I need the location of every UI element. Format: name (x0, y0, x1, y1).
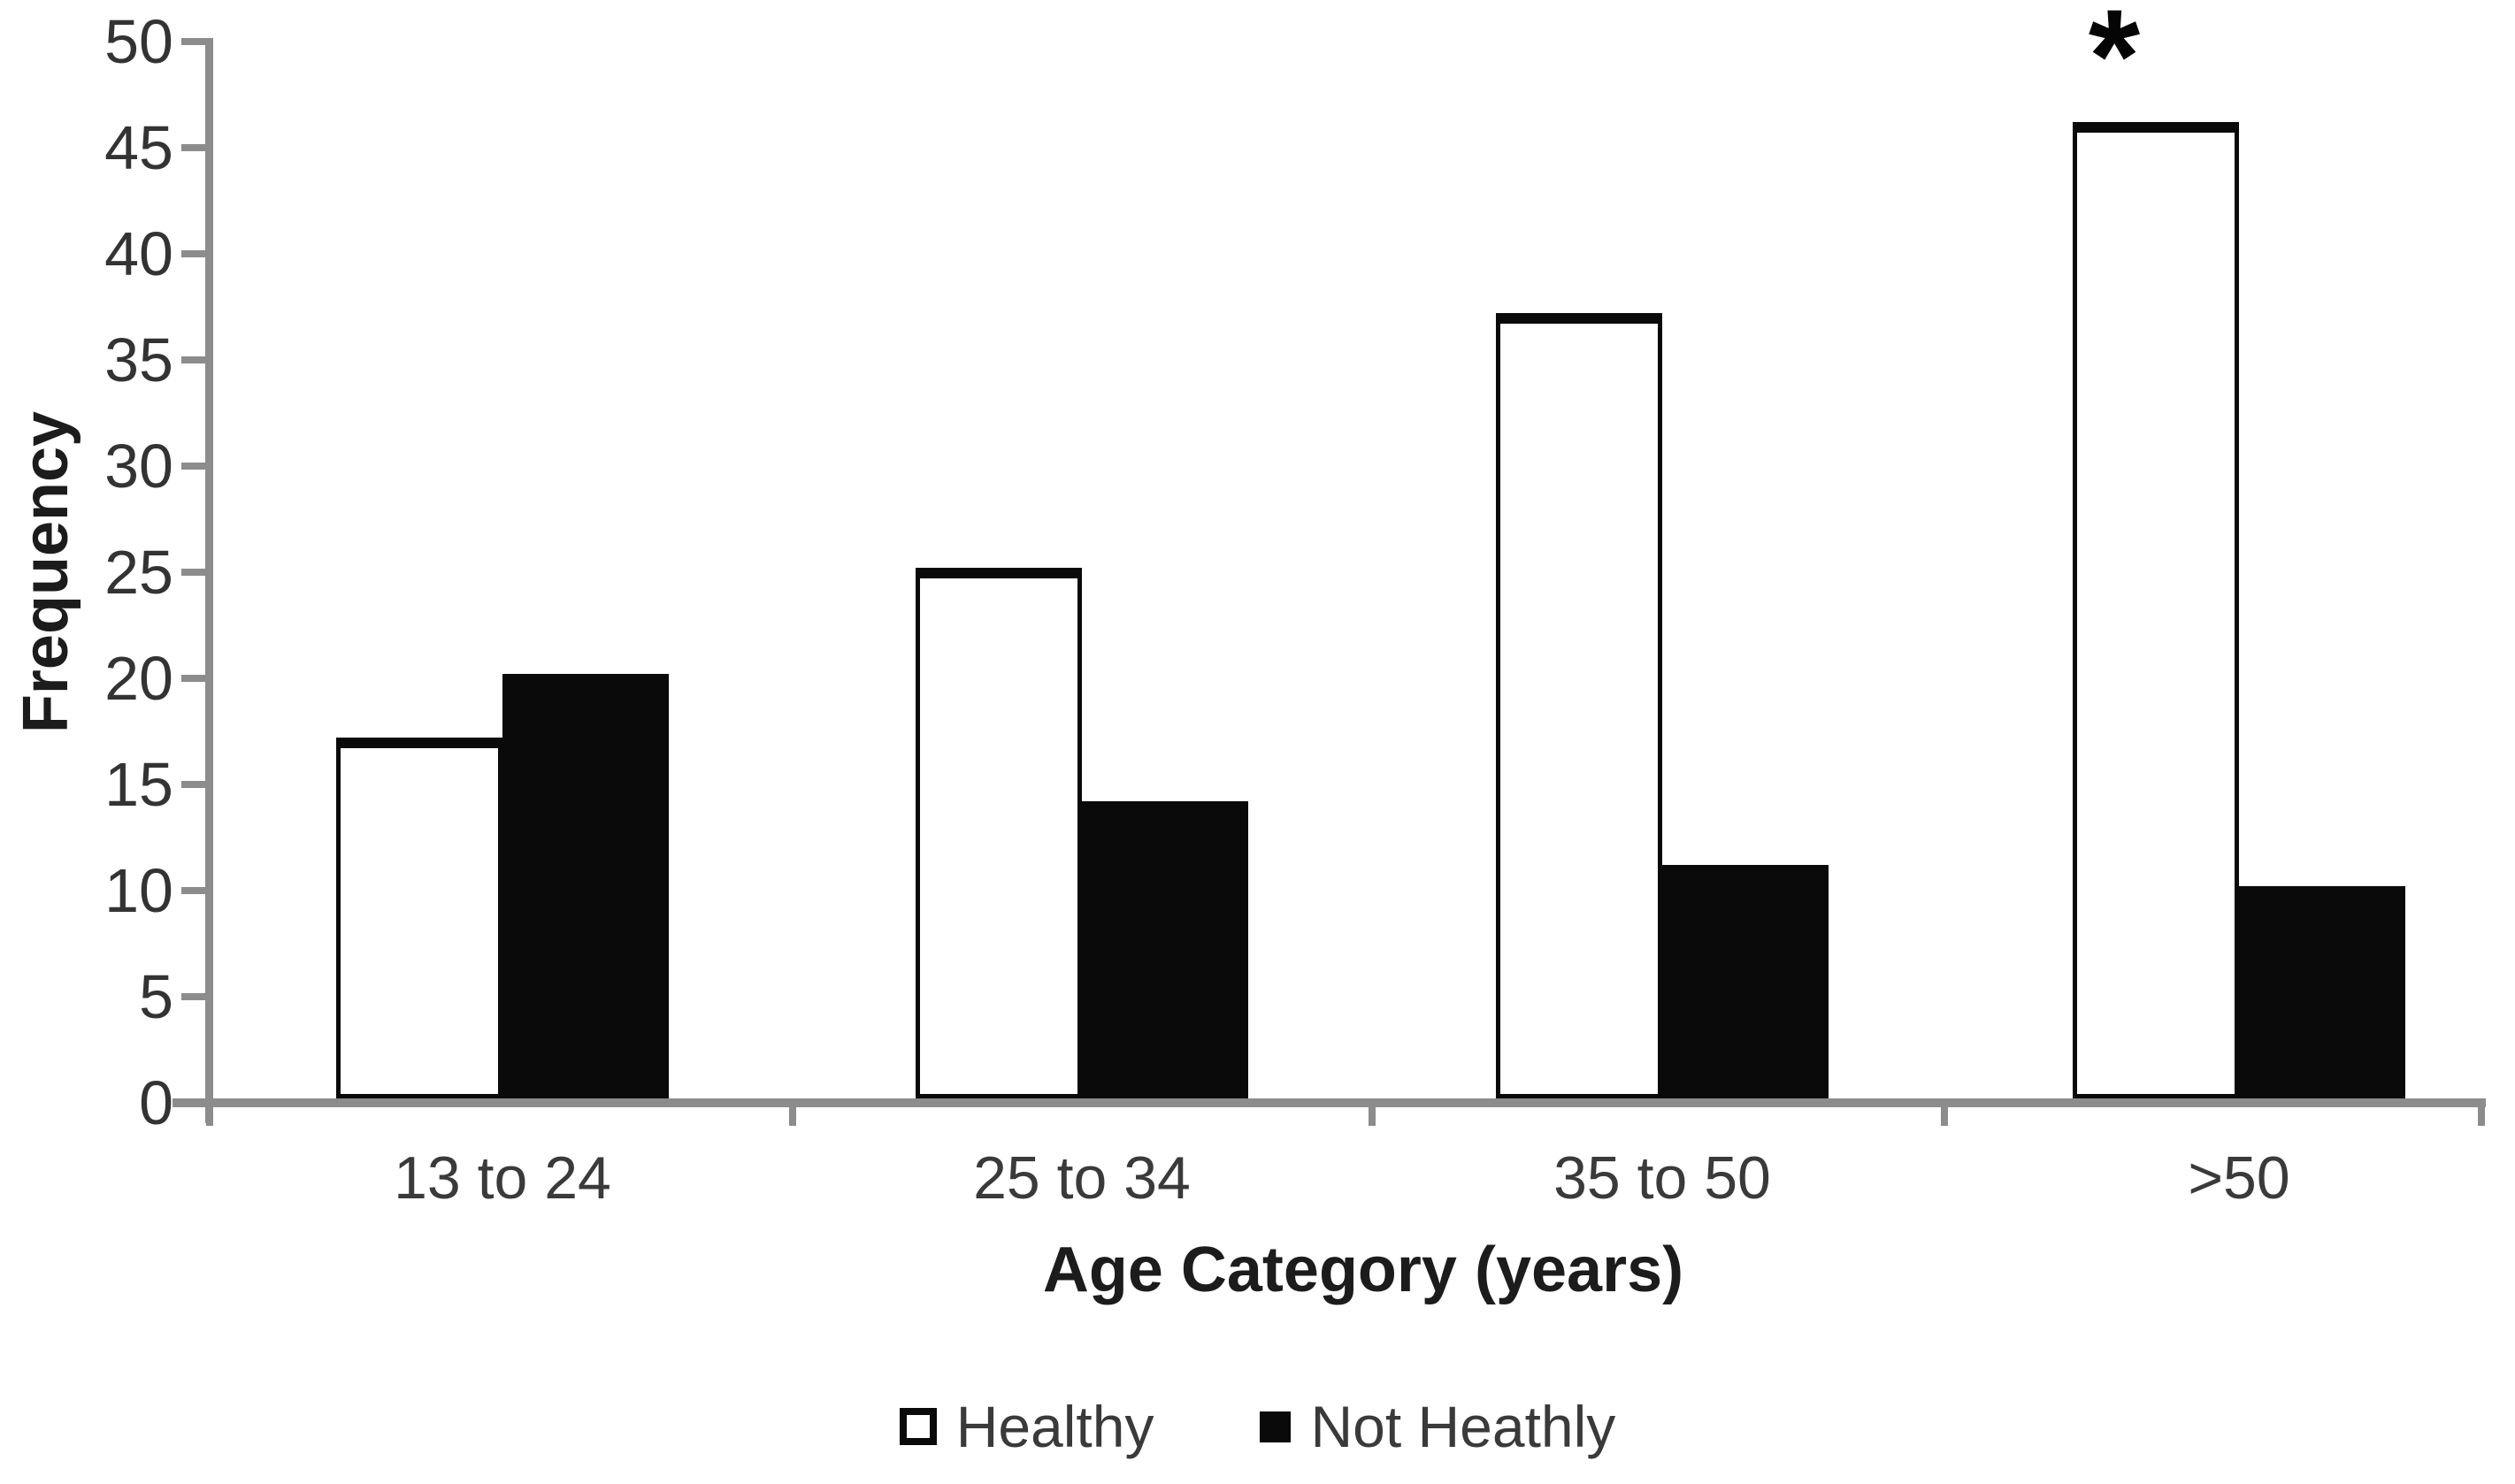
legend-swatch-white (899, 1408, 937, 1445)
y-tick-label: 40 (104, 219, 173, 288)
x-tick-mark (1369, 1103, 1376, 1126)
y-tick-label: 45 (104, 113, 173, 182)
x-axis-line (173, 1098, 2486, 1107)
y-tick-label: 0 (139, 1068, 173, 1137)
y-tick-mark (181, 675, 206, 682)
x-category-label: 35 to 50 (1553, 1144, 1771, 1212)
x-tick-mark (789, 1103, 796, 1126)
bar-not-heathly (2239, 886, 2405, 1098)
legend: Healthy Not Heathly (0, 1396, 2515, 1457)
y-tick-label: 5 (139, 962, 173, 1031)
y-axis-line (205, 38, 213, 1123)
y-tick-label: 25 (104, 538, 173, 607)
bar-not-heathly (1082, 801, 1248, 1098)
y-tick-label: 50 (104, 7, 173, 76)
y-tick-mark (181, 38, 206, 45)
bar-healthy (336, 738, 502, 1098)
y-tick-mark (181, 463, 206, 470)
significance-asterisk: * (2088, 0, 2141, 130)
y-tick-label: 20 (104, 644, 173, 713)
y-tick-mark (181, 144, 206, 151)
y-tick-label: 35 (104, 325, 173, 394)
y-axis-title: Frequency (11, 410, 81, 734)
bar-healthy (916, 568, 1082, 1098)
y-tick-mark (181, 250, 206, 257)
legend-label: Not Heathly (1310, 1394, 1616, 1459)
y-tick-mark (181, 356, 206, 363)
legend-swatch-black (1260, 1411, 1292, 1442)
y-tick-mark (181, 1099, 206, 1106)
x-category-label: >50 (2188, 1144, 2290, 1212)
legend-label: Healthy (955, 1394, 1154, 1459)
y-tick-mark (181, 781, 206, 788)
legend-item-healthy: Healthy (899, 1394, 1154, 1459)
legend-item-not-heathly: Not Heathly (1260, 1396, 1615, 1457)
x-axis-title: Age Category (years) (1042, 1235, 1684, 1305)
y-tick-label: 15 (104, 750, 173, 819)
x-tick-mark (1941, 1103, 1948, 1126)
y-tick-mark (181, 569, 206, 576)
bar-not-heathly (502, 674, 669, 1098)
x-category-label: 25 to 34 (973, 1144, 1191, 1212)
x-tick-mark (2478, 1103, 2485, 1126)
bar-healthy (2073, 122, 2239, 1098)
x-tick-mark (206, 1103, 213, 1126)
y-tick-mark (181, 993, 206, 1000)
bar-healthy (1496, 313, 1662, 1098)
y-tick-label: 10 (104, 856, 173, 925)
bar-not-heathly (1662, 865, 1829, 1098)
y-tick-mark (181, 887, 206, 894)
x-category-label: 13 to 24 (394, 1144, 611, 1212)
y-tick-label: 30 (104, 432, 173, 501)
